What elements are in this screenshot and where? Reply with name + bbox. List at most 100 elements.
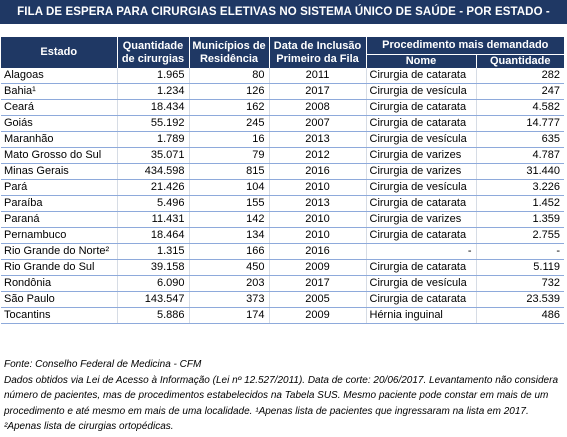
cell-municipios: 245 xyxy=(189,115,270,132)
cell-quantidade: 21.426 xyxy=(117,179,190,196)
cell-quantidade: 434.598 xyxy=(117,163,190,180)
table-row: Rio Grande do Norte² 1.315 166 2016- - xyxy=(1,243,565,260)
cell-procedimento-quantidade: 1.452 xyxy=(476,195,565,212)
cell-estado: Ceará xyxy=(1,99,118,116)
table-row: Maranhão 1.789 16 2013 Cirurgia de vesícula 6… xyxy=(1,131,565,148)
cell-estado: Rio Grande do Norte² xyxy=(1,243,118,260)
cell-data-inclusao: 2009 xyxy=(269,307,367,324)
cell-municipios: 79 xyxy=(189,147,270,164)
cell-data-inclusao: 2010 xyxy=(269,211,367,228)
header-procedimento: Procedimento mais demandado xyxy=(366,37,565,55)
footnotes: Fonte: Conselho Federal de Medicina - CF… xyxy=(4,357,564,435)
cell-procedimento-quantidade: 2.755 xyxy=(476,227,565,244)
table-row: Paraíba 5.496 155 2013 Cirurgia de catarata 1… xyxy=(1,195,565,212)
cell-procedimento-quantidade: 247 xyxy=(476,83,565,100)
cell-quantidade: 6.090 xyxy=(117,275,190,292)
cell-municipios: 142 xyxy=(189,211,270,228)
table-header: Estado Quantidade de cirurgias Município… xyxy=(1,37,565,68)
cell-quantidade: 1.789 xyxy=(117,131,190,148)
cell-quantidade: 35.071 xyxy=(117,147,190,164)
cell-procedimento-nome: Cirurgia de catarata xyxy=(366,68,477,84)
cell-procedimento-nome: Cirurgia de vesícula xyxy=(366,83,477,100)
cell-municipios: 80 xyxy=(189,68,270,84)
cell-municipios: 155 xyxy=(189,195,270,212)
cell-estado: Paraíba xyxy=(1,195,118,212)
table-row: São Paulo 143.547 373 2005 Cirurgia de catar… xyxy=(1,291,565,308)
cell-procedimento-nome: Cirurgia de catarata xyxy=(366,227,477,244)
cell-quantidade: 55.192 xyxy=(117,115,190,132)
cell-procedimento-quantidade: 5.119 xyxy=(476,259,565,276)
cell-municipios: 203 xyxy=(189,275,270,292)
cell-estado: Tocantins xyxy=(1,307,118,324)
cell-procedimento-quantidade: - xyxy=(476,243,565,260)
cell-quantidade: 11.431 xyxy=(117,211,190,228)
cell-estado: Bahia¹ xyxy=(1,83,118,100)
waiting-list-table: Estado Quantidade de cirurgias Município… xyxy=(1,37,565,324)
header-municipios-line2: Residência xyxy=(199,52,259,65)
header-quantidade: Quantidade de cirurgias xyxy=(117,37,190,68)
table-row: Tocantins 5.886 174 2009 Hérnia inguinal 486 xyxy=(1,307,565,324)
cell-data-inclusao: 2017 xyxy=(269,83,367,100)
cell-procedimento-nome: Cirurgia de varizes xyxy=(366,211,477,228)
table-row: Goiás 55.192 245 2007 Cirurgia de catarata 14… xyxy=(1,115,565,132)
cell-data-inclusao: 2009 xyxy=(269,259,367,276)
source-note: Fonte: Conselho Federal de Medicina - CF… xyxy=(4,359,202,370)
cell-municipios: 126 xyxy=(189,83,270,100)
cell-procedimento-nome: Cirurgia de catarata xyxy=(366,259,477,276)
table-row: Bahia¹ 1.234 126 2017 Cirurgia de vesícula 24… xyxy=(1,83,565,100)
cell-municipios: 16 xyxy=(189,131,270,148)
cell-estado: Mato Grosso do Sul xyxy=(1,147,118,164)
cell-data-inclusao: 2012 xyxy=(269,147,367,164)
cell-municipios: 373 xyxy=(189,291,270,308)
cell-quantidade: 5.886 xyxy=(117,307,190,324)
cell-data-inclusao: 2016 xyxy=(269,163,367,180)
cell-estado: Alagoas xyxy=(1,68,118,84)
cell-municipios: 174 xyxy=(189,307,270,324)
cell-data-inclusao: 2013 xyxy=(269,195,367,212)
cell-estado: Goiás xyxy=(1,115,118,132)
cell-quantidade: 18.464 xyxy=(117,227,190,244)
cell-procedimento-quantidade: 3.226 xyxy=(476,179,565,196)
cell-procedimento-nome: Cirurgia de catarata xyxy=(366,291,477,308)
cell-quantidade: 1.315 xyxy=(117,243,190,260)
cell-procedimento-nome: Cirurgia de vesícula xyxy=(366,131,477,148)
cell-municipios: 134 xyxy=(189,227,270,244)
header-municipios-line1: Municípios de xyxy=(192,39,266,52)
header-municipios: Municípios de Residência xyxy=(189,37,270,68)
header-quantidade-line2: de cirurgias xyxy=(121,52,185,65)
cell-municipios: 162 xyxy=(189,99,270,116)
cell-quantidade: 39.158 xyxy=(117,259,190,276)
cell-procedimento-quantidade: 486 xyxy=(476,307,565,324)
header-data-line1: Data de Inclusão xyxy=(273,39,362,52)
table-row: Rio Grande do Sul 39.158 450 2009 Cirurgia d… xyxy=(1,259,565,276)
header-quantidade-line1: Quantidade xyxy=(122,39,184,52)
cell-procedimento-nome: Cirurgia de vesícula xyxy=(366,179,477,196)
methodology-note: Dados obtidos via Lei de Acesso à Inform… xyxy=(4,374,559,433)
cell-estado: Paraná xyxy=(1,211,118,228)
table-row: Mato Grosso do Sul 35.071 79 2012 Cirurgia d… xyxy=(1,147,565,164)
header-data-line2: Primeiro da Fila xyxy=(276,52,359,65)
cell-procedimento-nome: Hérnia inguinal xyxy=(366,307,477,324)
cell-data-inclusao: 2016 xyxy=(269,243,367,260)
cell-municipios: 166 xyxy=(189,243,270,260)
cell-data-inclusao: 2008 xyxy=(269,99,367,116)
cell-data-inclusao: 2013 xyxy=(269,131,367,148)
cell-quantidade: 5.496 xyxy=(117,195,190,212)
cell-municipios: 104 xyxy=(189,179,270,196)
table-row: Pernambuco 18.464 134 2010 Cirurgia de catar… xyxy=(1,227,565,244)
cell-procedimento-quantidade: 732 xyxy=(476,275,565,292)
cell-municipios: 450 xyxy=(189,259,270,276)
cell-procedimento-quantidade: 23.539 xyxy=(476,291,565,308)
cell-data-inclusao: 2010 xyxy=(269,227,367,244)
cell-estado: São Paulo xyxy=(1,291,118,308)
table-row: Minas Gerais 434.598 815 2016 Cirurgia de va… xyxy=(1,163,565,180)
cell-procedimento-nome: Cirurgia de vesícula xyxy=(366,275,477,292)
cell-data-inclusao: 2007 xyxy=(269,115,367,132)
cell-procedimento-nome: Cirurgia de catarata xyxy=(366,195,477,212)
cell-procedimento-quantidade: 14.777 xyxy=(476,115,565,132)
cell-procedimento-nome: Cirurgia de catarata xyxy=(366,99,477,116)
cell-estado: Minas Gerais xyxy=(1,163,118,180)
cell-procedimento-quantidade: 282 xyxy=(476,68,565,84)
cell-municipios: 815 xyxy=(189,163,270,180)
cell-data-inclusao: 2017 xyxy=(269,275,367,292)
